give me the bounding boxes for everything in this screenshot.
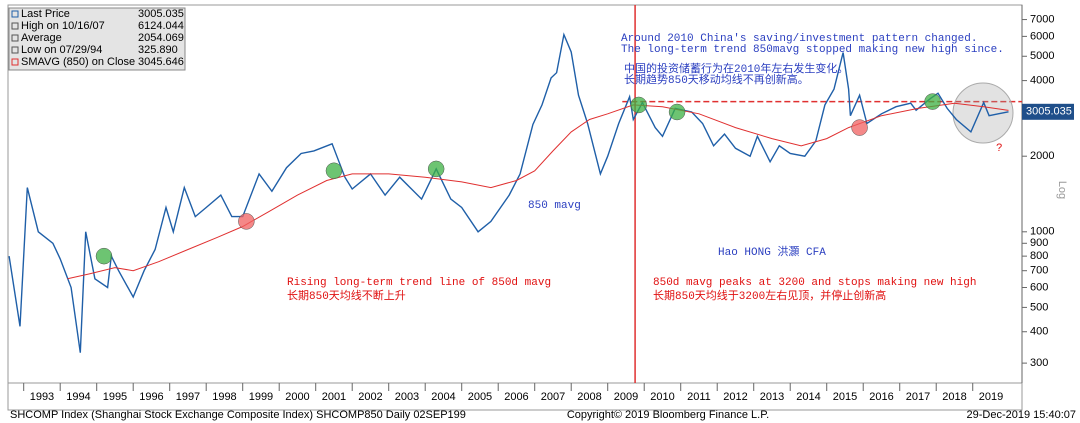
x-tick-label: 2001: [322, 391, 346, 403]
series-line: [8, 32, 1009, 353]
x-axis-band: [7, 382, 1023, 411]
y-tick-label: 1000: [1030, 226, 1054, 238]
x-tick-label: 2009: [614, 391, 638, 403]
x-tick-label: 2007: [541, 391, 565, 403]
y-tick-label: 300: [1030, 357, 1048, 369]
x-tick-label: 2019: [979, 391, 1003, 403]
legend-label: Average: [21, 32, 62, 44]
legend-box: [8, 7, 186, 71]
x-tick-label: 2015: [833, 391, 857, 403]
legend-value: 3005.035: [138, 8, 184, 20]
x-tick-label: 1993: [30, 391, 54, 403]
last-price-tag: [1022, 103, 1074, 120]
annotation: Hao HONG 洪灝 CFA: [718, 244, 826, 259]
x-tick-label: 1994: [66, 391, 90, 403]
marker: [427, 160, 445, 178]
marker: [851, 119, 868, 136]
legend-label: Low on 07/29/94: [21, 44, 102, 56]
annotation: 长期850天均线不断上升: [287, 288, 406, 303]
legend-value: 3045.646: [138, 56, 184, 68]
legend-label: High on 10/16/07: [21, 20, 105, 32]
annotation: ?: [996, 143, 1003, 155]
y-tick-label: 700: [1030, 265, 1048, 277]
marker: [238, 213, 255, 230]
x-tick-label: 1997: [176, 391, 200, 403]
x-tick-label: 2012: [723, 391, 747, 403]
marker: [924, 93, 941, 110]
x-tick-label: 1999: [249, 391, 273, 403]
y-tick-label: 400: [1030, 326, 1048, 338]
y-tick-label: 5000: [1030, 50, 1054, 62]
x-tick-label: 2004: [431, 391, 455, 403]
x-tick-label: 2016: [869, 391, 893, 403]
legend-label: SMAVG (850) on Close: [21, 56, 135, 68]
footer-left: SHCOMP Index (Shanghai Stock Exchange Co…: [10, 409, 466, 421]
x-tick-label: 2017: [906, 391, 930, 403]
series-line: [67, 102, 1009, 280]
x-tick-label: 2002: [358, 391, 382, 403]
y-tick-label: 2000: [1030, 150, 1054, 162]
legend-swatch: [11, 34, 19, 42]
annotation: Rising long-term trend line of 850d mavg: [287, 277, 551, 289]
legend-swatch: [11, 10, 19, 18]
x-tick-label: 2008: [577, 391, 601, 403]
footer-center: Copyright© 2019 Bloomberg Finance L.P.: [567, 409, 769, 421]
y-tick-label: 800: [1030, 250, 1048, 262]
y-tick-label: 600: [1030, 281, 1048, 293]
x-tick-label: 2013: [760, 391, 784, 403]
annotation: 长期850天均线于3200左右见顶，并停止创新高: [653, 288, 886, 303]
x-tick-label: 2010: [650, 391, 674, 403]
legend-swatch: [11, 46, 19, 54]
footer-right: 29-Dec-2019 15:40:07: [967, 409, 1076, 421]
legend-swatch: [11, 58, 19, 66]
y-tick-label: 4000: [1030, 75, 1054, 87]
marker: [630, 96, 647, 114]
x-tick-label: 1995: [103, 391, 127, 403]
legend-value: 6124.044: [138, 20, 184, 32]
annotation: 长期趋势850天移动均线不再创新高。: [624, 72, 809, 87]
legend-label: Last Price: [21, 8, 70, 20]
y-axis-label: Log: [1056, 181, 1068, 199]
x-tick-label: 2011: [687, 391, 711, 403]
y-tick-label: 7000: [1030, 13, 1054, 25]
y-tick-label: 900: [1030, 237, 1048, 249]
x-tick-label: 2006: [504, 391, 528, 403]
x-tick-label: 2005: [468, 391, 492, 403]
legend-value: 2054.069: [138, 32, 184, 44]
x-tick-label: 2018: [942, 391, 966, 403]
legend-value: 325.890: [138, 44, 178, 56]
annotation: 中国的投资储蓄行为在2010年左右发生变化。: [624, 61, 848, 76]
annotation: 850 mavg: [528, 200, 581, 212]
marker: [668, 103, 686, 121]
x-tick-label: 2014: [796, 391, 820, 403]
y-tick-label: 6000: [1030, 30, 1054, 42]
marker: [95, 247, 113, 265]
highlight-circle: [952, 82, 1014, 144]
legend-swatch: [11, 22, 19, 30]
x-tick-label: 1998: [212, 391, 236, 403]
annotation: The long-term trend 850mavg stopped maki…: [621, 44, 1004, 56]
annotation: Around 2010 China's saving/investment pa…: [621, 33, 977, 45]
x-tick-label: 1996: [139, 391, 163, 403]
annotation: 850d mavg peaks at 3200 and stops making…: [653, 277, 976, 289]
marker: [325, 162, 343, 180]
x-tick-label: 2000: [285, 391, 309, 403]
x-tick-label: 2003: [395, 391, 419, 403]
last-price-label: 3005.035: [1026, 106, 1072, 118]
y-tick-label: 500: [1030, 301, 1048, 313]
